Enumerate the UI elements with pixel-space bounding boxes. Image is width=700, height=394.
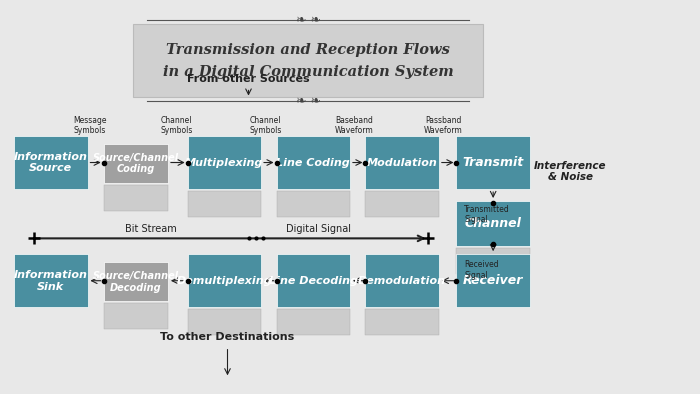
Text: To other Destinations: To other Destinations <box>160 332 295 342</box>
Text: Multiplexing: Multiplexing <box>186 158 263 167</box>
Text: From other Sources: From other Sources <box>187 74 310 84</box>
Text: Information
Source: Information Source <box>14 152 88 173</box>
FancyBboxPatch shape <box>14 136 88 189</box>
Text: ❧ ❧: ❧ ❧ <box>295 14 321 27</box>
Text: Information
Sink: Information Sink <box>14 270 88 292</box>
FancyBboxPatch shape <box>276 254 350 307</box>
FancyBboxPatch shape <box>456 201 530 246</box>
Text: Source/Channel
Coding: Source/Channel Coding <box>92 153 179 174</box>
Text: Line Decoding: Line Decoding <box>269 276 358 286</box>
FancyBboxPatch shape <box>456 248 530 274</box>
Text: Channel: Channel <box>465 217 522 230</box>
FancyBboxPatch shape <box>365 309 439 335</box>
Text: Bit Stream: Bit Stream <box>125 223 176 234</box>
FancyBboxPatch shape <box>14 254 88 307</box>
Text: Received
Signal: Received Signal <box>464 260 498 280</box>
FancyBboxPatch shape <box>133 24 483 97</box>
Text: Source/Channel
Decoding: Source/Channel Decoding <box>92 271 179 292</box>
FancyBboxPatch shape <box>104 185 168 211</box>
FancyBboxPatch shape <box>188 191 261 217</box>
Text: Line Coding: Line Coding <box>276 158 350 167</box>
Text: Receiver: Receiver <box>463 274 524 287</box>
Text: Channel
Symbols: Channel Symbols <box>160 115 193 135</box>
Text: Demultiplexing: Demultiplexing <box>176 276 272 286</box>
Text: Modulation: Modulation <box>367 158 438 167</box>
Text: in a Digital Communication System: in a Digital Communication System <box>162 65 454 79</box>
FancyBboxPatch shape <box>365 191 439 217</box>
Text: Transmitted
Signal: Transmitted Signal <box>464 205 510 225</box>
Text: Passband
Waveform: Passband Waveform <box>424 115 463 135</box>
Text: ❧ ❧: ❧ ❧ <box>295 95 321 108</box>
Text: Interference
& Noise: Interference & Noise <box>534 161 607 182</box>
Text: Baseband
Waveform: Baseband Waveform <box>335 115 374 135</box>
FancyBboxPatch shape <box>456 136 530 189</box>
Text: Transmission and Reception Flows: Transmission and Reception Flows <box>166 43 450 57</box>
FancyBboxPatch shape <box>104 303 168 329</box>
Text: Channel
Symbols: Channel Symbols <box>249 115 281 135</box>
FancyBboxPatch shape <box>188 254 261 307</box>
Text: Digital Signal: Digital Signal <box>286 223 351 234</box>
FancyBboxPatch shape <box>276 191 350 217</box>
Text: Transmit: Transmit <box>463 156 524 169</box>
FancyBboxPatch shape <box>104 262 168 301</box>
FancyBboxPatch shape <box>365 254 439 307</box>
FancyBboxPatch shape <box>276 309 350 335</box>
Text: Demodulation: Demodulation <box>358 276 446 286</box>
FancyBboxPatch shape <box>276 136 350 189</box>
FancyBboxPatch shape <box>365 136 439 189</box>
FancyBboxPatch shape <box>188 309 261 335</box>
FancyBboxPatch shape <box>456 254 530 307</box>
FancyBboxPatch shape <box>104 144 168 183</box>
Text: Message
Symbols: Message Symbols <box>73 115 106 135</box>
FancyBboxPatch shape <box>188 136 261 189</box>
